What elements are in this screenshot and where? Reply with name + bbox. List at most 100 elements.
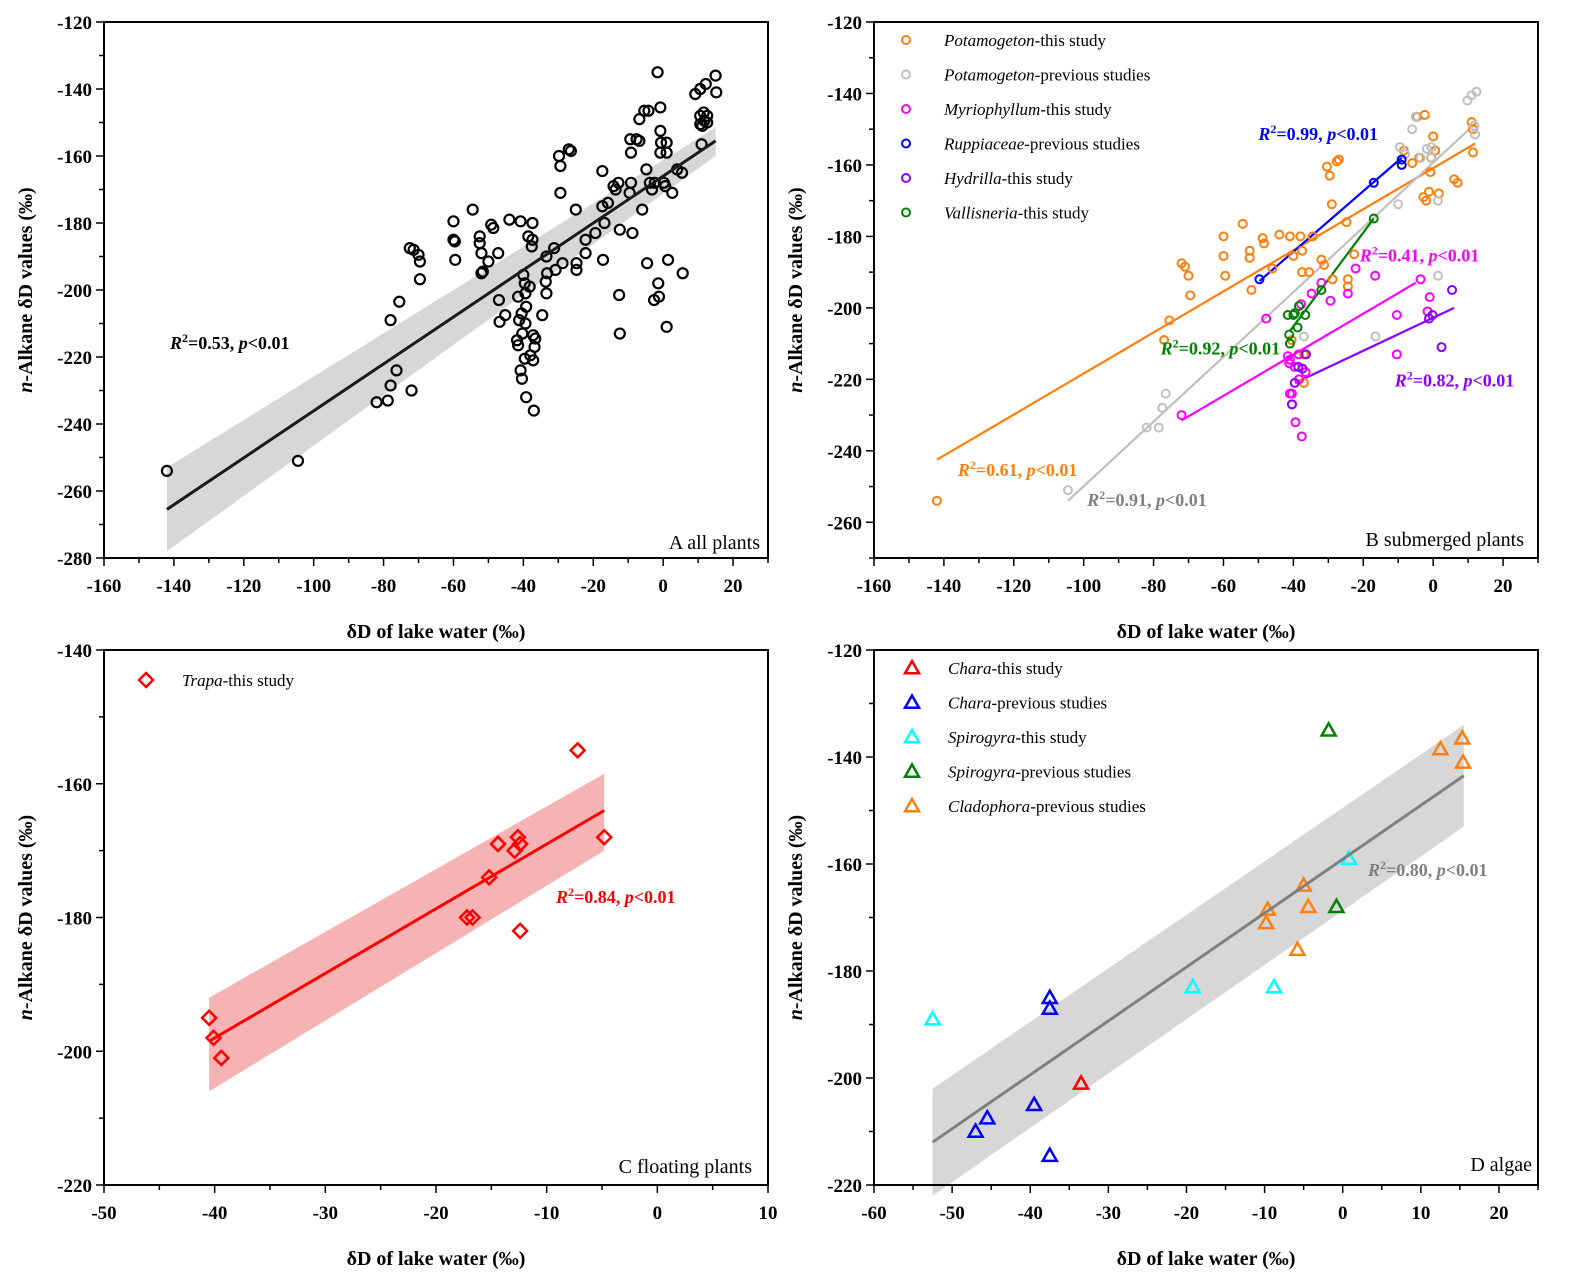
series-chara-previous-studies — [966, 988, 1059, 1163]
x-tick-label: -160 — [857, 576, 892, 597]
data-point — [1431, 739, 1450, 756]
r-squared-annotation: R2=0.91, p<0.01 — [1086, 488, 1207, 510]
y-tick-label: -220 — [827, 1176, 862, 1197]
data-point — [1433, 270, 1444, 281]
y-tick-label: -220 — [827, 370, 862, 391]
data-point — [654, 101, 667, 114]
y-tick-label: -140 — [827, 84, 862, 105]
data-point — [1324, 170, 1335, 181]
data-point — [1299, 897, 1318, 914]
data-point — [1415, 152, 1426, 163]
data-point — [652, 277, 665, 290]
data-point — [1424, 292, 1435, 303]
y-axis-title: n-Alkane δD values (‰) — [785, 815, 807, 1020]
data-point — [596, 164, 609, 178]
y-tick-label: -280 — [57, 549, 92, 570]
data-point — [1295, 231, 1306, 242]
data-point — [511, 922, 529, 940]
legend-item: Potamogeton-this study — [901, 31, 1106, 50]
data-point — [1327, 274, 1338, 285]
x-tick-label: -140 — [156, 576, 191, 597]
data-point — [1157, 402, 1168, 413]
x-tick-label: -30 — [313, 1203, 338, 1224]
x-tick-label: 10 — [759, 1203, 778, 1224]
data-point — [448, 235, 461, 248]
data-point — [463, 908, 482, 927]
data-point — [512, 339, 525, 352]
data-point — [536, 309, 549, 322]
data-point — [931, 495, 942, 506]
legend-label: Spirogyra-this study — [948, 728, 1087, 747]
data-point — [556, 257, 569, 270]
x-tick-label: -120 — [996, 576, 1031, 597]
data-point — [651, 66, 664, 79]
data-point — [1259, 238, 1270, 249]
data-point — [1244, 252, 1255, 263]
data-point — [1246, 285, 1257, 295]
x-tick-label: -100 — [296, 576, 331, 597]
data-point — [1159, 335, 1170, 346]
data-point — [1436, 342, 1447, 353]
data-point — [661, 253, 675, 266]
data-point — [902, 658, 922, 675]
data-point — [699, 77, 712, 91]
y-tick-label: -180 — [827, 227, 862, 248]
r-squared-annotation: R2=0.99, p<0.01 — [1257, 122, 1378, 144]
data-point — [1426, 142, 1437, 153]
legend-item: Spirogyra-previous studies — [902, 761, 1131, 782]
data-point — [1304, 267, 1315, 278]
data-point — [1220, 270, 1231, 281]
y-tick-label: -140 — [57, 641, 92, 662]
data-point — [475, 247, 488, 260]
data-point — [676, 267, 689, 280]
data-point — [523, 280, 536, 293]
data-point — [579, 247, 592, 260]
data-point — [1293, 301, 1304, 312]
data-point — [1333, 154, 1344, 165]
data-point — [529, 332, 542, 345]
data-point — [1410, 111, 1421, 122]
data-point — [412, 248, 425, 261]
data-point — [1428, 131, 1439, 142]
x-tick-label: -10 — [534, 1203, 559, 1224]
y-tick-label: -180 — [57, 214, 92, 235]
data-point — [1423, 186, 1434, 197]
data-point — [1286, 388, 1297, 399]
data-point — [381, 394, 394, 407]
data-point — [384, 379, 397, 392]
legend-label: Vallisneria-this study — [944, 204, 1089, 223]
data-point — [1218, 231, 1229, 242]
data-point — [654, 124, 667, 137]
data-point — [710, 86, 723, 99]
data-point — [524, 349, 537, 362]
data-point — [514, 215, 527, 228]
legend-item: Hydrilla-this study — [901, 169, 1073, 188]
panel-C: -50 -40 -30 -20 -10 0 10 -140 -160 -180 -200 -220 δD… — [15, 641, 778, 1270]
data-point — [1391, 349, 1402, 360]
x-tick-label: -50 — [91, 1203, 116, 1224]
data-point — [701, 116, 714, 129]
legend-label: Spirogyra-previous studies — [948, 763, 1131, 782]
y-tick-label: -120 — [827, 641, 862, 662]
data-point — [492, 293, 506, 307]
data-point — [413, 255, 427, 268]
data-point — [1316, 285, 1327, 295]
r-squared-annotation: R2=0.84, p<0.01 — [555, 885, 676, 907]
y-axis-title: n-Alkane δD values (‰) — [15, 187, 37, 392]
data-point — [473, 237, 486, 250]
data-point — [1447, 285, 1458, 295]
data-point — [640, 163, 653, 176]
x-axis-title: δD of lake water (‰) — [1117, 1248, 1296, 1270]
x-tick-label: -80 — [1141, 576, 1166, 597]
data-point — [1284, 354, 1295, 365]
legend-item: Ruppiaceae-previous studies — [901, 135, 1140, 154]
y-tick-label: -260 — [827, 513, 862, 534]
x-tick-label: -60 — [1211, 576, 1236, 597]
data-point — [476, 265, 489, 278]
data-point — [901, 35, 911, 45]
x-tick-label: 20 — [724, 576, 743, 597]
data-point — [666, 186, 679, 199]
data-point — [493, 315, 506, 328]
data-point — [1289, 377, 1300, 388]
data-point — [612, 176, 625, 189]
